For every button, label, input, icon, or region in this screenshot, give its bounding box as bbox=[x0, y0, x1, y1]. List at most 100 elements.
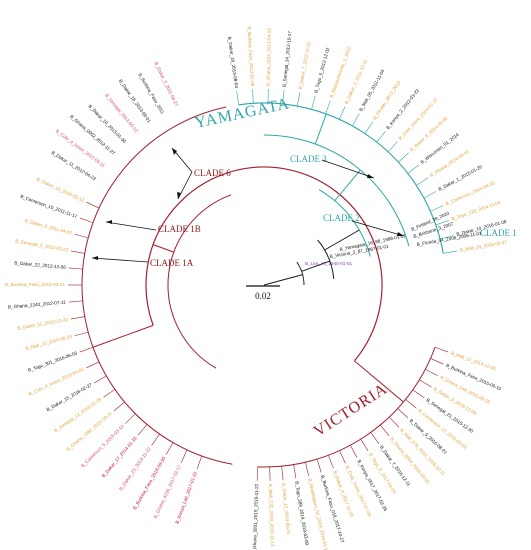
branch-radial bbox=[293, 464, 297, 479]
tip-label: B_Togo_389_2019_2019-03-09 bbox=[294, 481, 310, 546]
branch-radial bbox=[282, 90, 285, 104]
branch-radial bbox=[389, 416, 400, 428]
tip-label: B_Senegal_21_2015-12-30 bbox=[425, 397, 474, 434]
branch-radial bbox=[416, 177, 429, 186]
tip-label: B_Ghana_0002_2012-11-27 bbox=[69, 114, 116, 156]
tip-label: B_Mali_132_2019_2019-11-14 bbox=[268, 484, 275, 547]
tip-label: B_Mali_15_2016-06-29 bbox=[25, 334, 73, 351]
branch-radial bbox=[70, 316, 85, 320]
branch-radial bbox=[419, 379, 432, 388]
clade3-label: CLADE 3 bbox=[290, 154, 327, 164]
tip-label: B_Mali_19_2016-02-27 bbox=[459, 239, 507, 252]
branch-radial bbox=[316, 459, 322, 473]
tip-label: B_Dakar_19_2010-05-12 bbox=[36, 177, 85, 204]
branch-arc bbox=[296, 261, 305, 286]
branch-radial bbox=[364, 121, 373, 134]
branch-radial bbox=[70, 250, 85, 254]
branch-radial bbox=[352, 113, 360, 127]
branch-radial bbox=[325, 100, 331, 114]
tip-label: B_Senegal_14_2012-10-17 bbox=[282, 30, 293, 87]
tip-label: B_Burkina_Faso_2013-01-08 bbox=[247, 26, 256, 87]
branch-radial bbox=[281, 466, 284, 481]
tip-label: B_Togo_128_2014-11-04 bbox=[451, 200, 502, 222]
tip-root-lee: B_Lee_40_1940-01-01 bbox=[305, 261, 352, 266]
branch-radial bbox=[434, 346, 449, 353]
branch-arc bbox=[238, 102, 444, 254]
branch-radial bbox=[103, 389, 116, 398]
branch-radial bbox=[430, 358, 444, 365]
tip-label: B_Cameroon_10_2011-11-17 bbox=[20, 194, 79, 219]
branch-radial bbox=[125, 413, 136, 424]
branch-radial bbox=[151, 433, 160, 446]
tip-label: B_Cote_d_Ivoire_2012-05-11 bbox=[55, 128, 106, 168]
branch-radial bbox=[180, 449, 188, 463]
branch-radial bbox=[379, 424, 390, 437]
branch-arc bbox=[263, 134, 410, 247]
branch-radial bbox=[405, 399, 417, 409]
branch-radial bbox=[79, 346, 94, 353]
branch-radial bbox=[196, 455, 203, 470]
branch-radial bbox=[252, 89, 254, 104]
branch-radial bbox=[423, 191, 437, 199]
clade1-label: CLADE 1 bbox=[480, 228, 517, 238]
branch-radial bbox=[354, 360, 404, 403]
tip-label: B_Kenya_2017_2017-02-26 bbox=[356, 459, 388, 512]
tip-label: B_Ghana_3931_2019_2019-11-22 bbox=[252, 483, 259, 550]
branch-radial bbox=[435, 220, 450, 226]
tip-label: B_Dakar_11_2013-12-22 bbox=[17, 317, 69, 331]
branch-radial bbox=[68, 267, 83, 270]
branch-arc bbox=[145, 166, 383, 362]
yamagata-label: YAMAGATA bbox=[193, 95, 291, 132]
branch-radial bbox=[236, 90, 239, 105]
tip-label: B_Ghana_2240_2012-07-11 bbox=[8, 300, 67, 310]
tip-label: B_Kenya_Lab_2017-01-22 bbox=[175, 471, 199, 525]
tip-label: B_Senegal_3_2012-03-23 bbox=[15, 238, 69, 252]
branch-radial bbox=[360, 439, 369, 452]
tip-label: B_Dakar_8_2011-04-02 bbox=[24, 218, 73, 236]
branch-radial bbox=[68, 300, 83, 303]
branch-radial bbox=[92, 324, 154, 348]
branch-radial bbox=[74, 331, 89, 337]
branch-radial bbox=[443, 250, 458, 254]
tip-label: B_Dakar_7_2016-12-11 bbox=[379, 445, 412, 488]
branch-radial bbox=[412, 389, 425, 399]
branch-radial bbox=[338, 106, 346, 120]
branch-radial bbox=[86, 201, 100, 209]
branch-radial bbox=[301, 260, 330, 272]
branch-radial bbox=[152, 244, 174, 253]
branch-radial bbox=[397, 408, 409, 419]
branch-radial bbox=[305, 462, 309, 476]
branch-radial bbox=[328, 455, 334, 469]
branch-radial bbox=[430, 205, 444, 212]
branch-radial bbox=[263, 274, 303, 286]
branch-radial bbox=[387, 141, 398, 152]
branch-radial bbox=[113, 401, 125, 412]
tip-label: B_Burkina_Faso_2012-02-21 bbox=[5, 282, 65, 287]
branch-radial bbox=[74, 233, 89, 239]
branch-radial bbox=[94, 375, 107, 384]
arrowheads bbox=[92, 148, 404, 260]
branch-radial bbox=[311, 95, 316, 110]
branch-radial bbox=[398, 152, 409, 163]
branch-arc bbox=[257, 347, 436, 468]
victoria-label: VICTORIA bbox=[311, 380, 391, 440]
branch-radial bbox=[334, 169, 361, 202]
branch-radial bbox=[137, 424, 148, 436]
branch-radial bbox=[376, 131, 386, 143]
branch-arc bbox=[317, 239, 335, 279]
branch-radial bbox=[314, 113, 327, 145]
branch-radial bbox=[324, 229, 360, 251]
branch-radial bbox=[370, 432, 380, 444]
branch-radial bbox=[440, 235, 454, 240]
branch-arc bbox=[167, 194, 232, 369]
tip-label: B_Togo_301_2016-06-03 bbox=[27, 350, 78, 373]
clade6-label: CLADE 6 bbox=[194, 168, 231, 178]
tip-label: B_Togo_5_2012-12-02 bbox=[313, 47, 330, 94]
branch-arc bbox=[318, 189, 371, 257]
tip-label: B_Ghana_1124_2013-04-02 bbox=[266, 28, 272, 86]
branch-arc bbox=[81, 106, 233, 465]
tip-label: B_Dakar_7_2012-11-22 bbox=[298, 41, 312, 90]
branch-radial bbox=[407, 164, 420, 174]
tip-label: B_Dakar_3_2016-08-21 bbox=[409, 418, 449, 455]
